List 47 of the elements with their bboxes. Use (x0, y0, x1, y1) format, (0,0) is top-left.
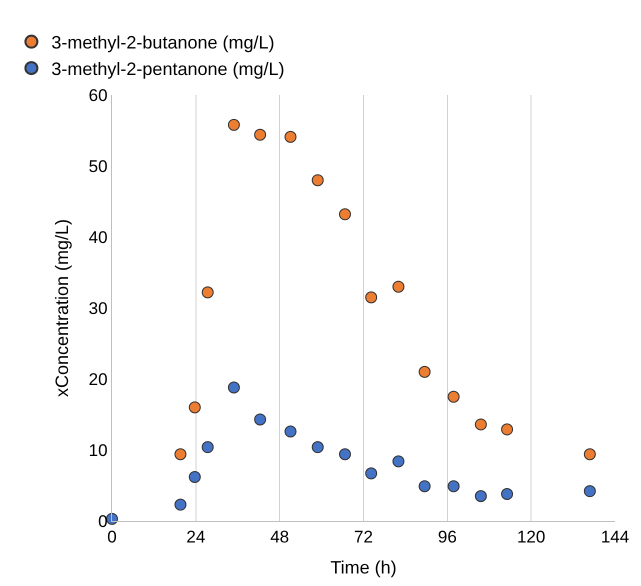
y-tick-label: 40 (88, 228, 108, 247)
x-tick-label: 96 (438, 527, 457, 546)
point (501, 423, 514, 436)
point (202, 441, 214, 454)
point (365, 467, 378, 480)
point (392, 455, 404, 468)
x-tick-label: 48 (270, 527, 290, 546)
point (312, 174, 324, 186)
point (474, 418, 487, 430)
point (202, 286, 214, 298)
point (338, 448, 351, 460)
point (284, 426, 296, 438)
point (284, 130, 296, 143)
point (418, 480, 431, 492)
legend-label: 3-methyl-2-butanone (mg/L) (51, 32, 275, 53)
point (584, 448, 596, 460)
x-tick-label: 24 (186, 527, 206, 546)
x-tick-label: 144 (600, 527, 630, 546)
x-axis-title: Time (h) (330, 558, 397, 578)
point (338, 208, 351, 220)
y-tick-label: 30 (88, 298, 108, 318)
point (448, 480, 460, 492)
point (312, 441, 324, 454)
point (365, 291, 378, 304)
y-tick-label: 20 (88, 370, 108, 389)
point (254, 413, 266, 426)
legend-label: 3-methyl-2-pentanone (mg/L) (51, 59, 285, 80)
point (474, 490, 487, 502)
point (392, 280, 404, 293)
point (188, 401, 201, 414)
point (228, 382, 240, 394)
point (584, 485, 596, 498)
point (254, 128, 266, 141)
y-axis-title: xConcentration (mg/L) (52, 218, 72, 398)
point (174, 448, 186, 460)
point (188, 470, 201, 483)
point (501, 488, 514, 500)
point (418, 366, 431, 378)
y-tick-label: 50 (88, 156, 108, 176)
x-tick-label: 120 (516, 527, 546, 546)
point (448, 390, 460, 403)
point (228, 118, 240, 131)
point (174, 498, 186, 511)
y-tick-label: 60 (88, 86, 108, 105)
y-tick-label: 10 (88, 440, 108, 460)
x-tick-label: 72 (354, 527, 373, 546)
y-tick-label: 0 (98, 512, 108, 531)
